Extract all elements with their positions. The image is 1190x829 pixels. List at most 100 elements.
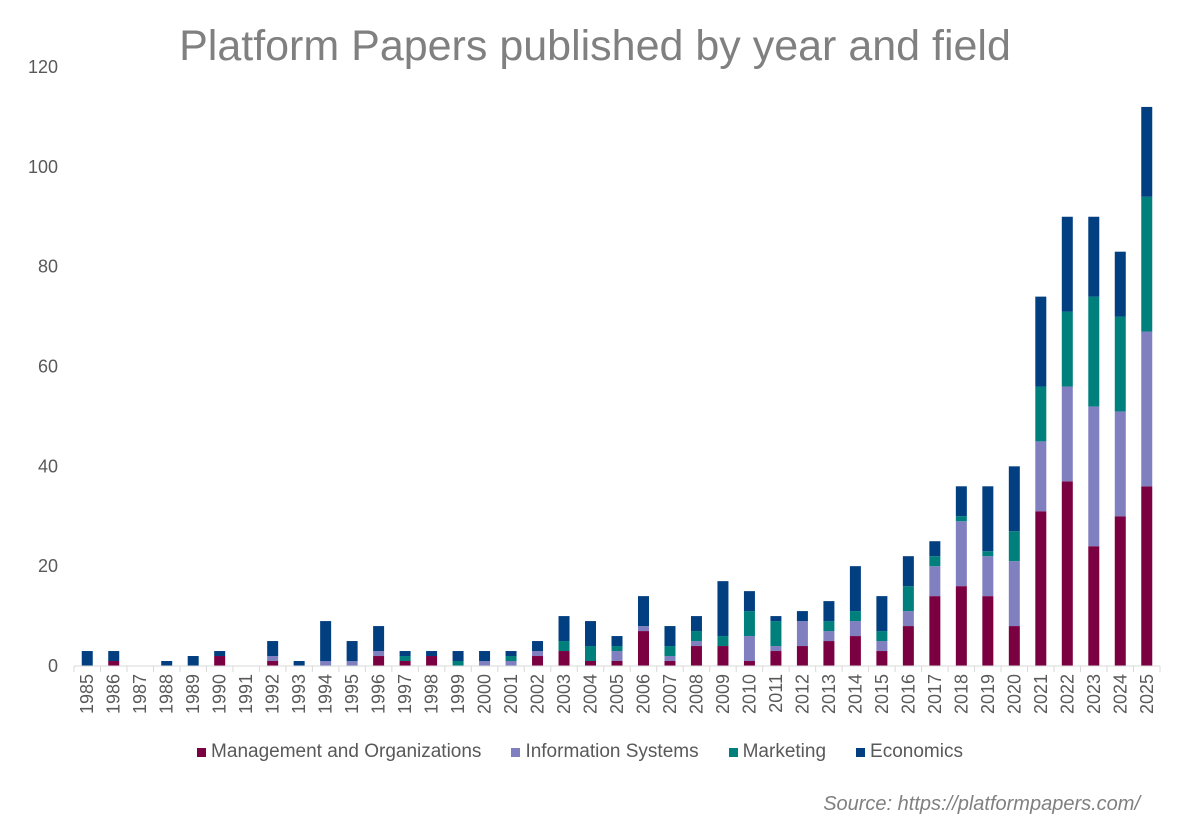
bar-segment-economics-1994 xyxy=(320,621,332,662)
legend-label: Management and Organizations xyxy=(211,741,482,762)
y-tick-label: 60 xyxy=(38,357,58,377)
legend: Management and Organizations Information … xyxy=(0,741,1190,763)
bar-segment-management-and-organizations-2015 xyxy=(876,651,888,666)
bar-segment-economics-2021 xyxy=(1035,296,1047,387)
bar-segment-marketing-2025 xyxy=(1141,196,1153,332)
x-tick-label: 2016 xyxy=(898,674,918,714)
legend-label: Information Systems xyxy=(525,741,699,762)
bar-segment-marketing-2001 xyxy=(505,656,517,662)
bar-segment-economics-2000 xyxy=(479,651,491,662)
bar-segment-marketing-2016 xyxy=(902,586,914,612)
bar-segment-information-systems-2007 xyxy=(664,656,676,662)
bar-segment-management-and-organizations-2008 xyxy=(690,646,702,666)
x-tick-label: 1998 xyxy=(422,674,442,714)
bar-segment-management-and-organizations-2005 xyxy=(611,661,623,666)
bar-segment-marketing-2004 xyxy=(585,646,597,662)
bar-segment-information-systems-1995 xyxy=(346,661,358,666)
legend-swatch xyxy=(197,747,207,757)
y-tick-label: 120 xyxy=(28,57,58,77)
x-tick-label: 2009 xyxy=(713,674,733,714)
bar-segment-economics-2015 xyxy=(876,596,888,632)
chart-title: Platform Papers published by year and fi… xyxy=(179,22,1011,70)
bar-segment-economics-2007 xyxy=(664,626,676,647)
x-tick-label: 2005 xyxy=(607,674,627,714)
x-tick-label: 1990 xyxy=(210,674,230,714)
bar-segment-marketing-2009 xyxy=(717,636,729,647)
x-tick-label: 2024 xyxy=(1110,674,1130,714)
bar-segment-marketing-2011 xyxy=(770,621,782,647)
bar-segment-economics-2013 xyxy=(823,601,835,622)
bar-segment-economics-1999 xyxy=(452,651,464,662)
bar-segment-economics-1986 xyxy=(108,651,120,662)
bar-segment-management-and-organizations-2016 xyxy=(902,626,914,666)
bar-segment-information-systems-2016 xyxy=(902,611,914,627)
bar-segment-information-systems-1992 xyxy=(267,656,279,662)
bar-segment-economics-2019 xyxy=(982,486,994,552)
bar-segment-management-and-organizations-2017 xyxy=(929,596,941,666)
bar-segment-economics-2012 xyxy=(796,611,808,622)
bar-segment-economics-1990 xyxy=(214,651,226,657)
legend-swatch xyxy=(856,747,866,757)
bar-segment-management-and-organizations-2024 xyxy=(1114,516,1126,666)
bar-segment-economics-2018 xyxy=(955,486,967,517)
bar-segment-management-and-organizations-2004 xyxy=(585,661,597,666)
bar-segment-economics-1993 xyxy=(293,661,305,666)
bar-segment-economics-2016 xyxy=(902,556,914,587)
bar-segment-management-and-organizations-2012 xyxy=(796,646,808,666)
x-tick-label: 2013 xyxy=(819,674,839,714)
bar-segment-economics-2017 xyxy=(929,541,941,557)
bar-segment-marketing-2007 xyxy=(664,646,676,657)
x-tick-label: 1985 xyxy=(77,674,97,714)
x-tick-label: 2012 xyxy=(792,674,812,714)
bar-segment-information-systems-2021 xyxy=(1035,441,1047,512)
bar-segment-marketing-2005 xyxy=(611,646,623,652)
bar-segment-economics-2022 xyxy=(1061,216,1073,312)
bar-segment-information-systems-1994 xyxy=(320,661,332,666)
x-tick-label: 1996 xyxy=(369,674,389,714)
x-tick-label: 2018 xyxy=(951,674,971,714)
bar-segment-marketing-2015 xyxy=(876,631,888,642)
bar-segment-management-and-organizations-1986 xyxy=(108,661,120,666)
x-tick-label: 1993 xyxy=(289,674,309,714)
bar-segment-information-systems-2008 xyxy=(690,641,702,647)
bar-segment-management-and-organizations-2023 xyxy=(1088,546,1100,666)
x-tick-label: 2011 xyxy=(766,674,786,713)
bar-segment-information-systems-2019 xyxy=(982,556,994,597)
bar-segment-information-systems-2006 xyxy=(637,626,649,632)
x-tick-label: 1994 xyxy=(316,674,336,714)
bar-segment-marketing-2017 xyxy=(929,556,941,567)
bar-segment-management-and-organizations-2013 xyxy=(823,641,835,666)
bar-segment-information-systems-2023 xyxy=(1088,406,1100,547)
bar-segment-information-systems-1996 xyxy=(373,651,385,657)
bar-segment-marketing-1999 xyxy=(452,661,464,666)
x-tick-label: 2017 xyxy=(925,674,945,714)
bar-segment-information-systems-2017 xyxy=(929,566,941,597)
bar-segment-management-and-organizations-2006 xyxy=(637,631,649,666)
bar-segment-management-and-organizations-2003 xyxy=(558,651,570,666)
bar-segment-management-and-organizations-2022 xyxy=(1061,481,1073,666)
bar-segment-marketing-2019 xyxy=(982,551,994,557)
x-tick-label: 2023 xyxy=(1084,674,1104,714)
bar-segment-marketing-2021 xyxy=(1035,386,1047,442)
y-tick-label: 0 xyxy=(48,656,58,676)
legend-entry-economics: Economics xyxy=(856,741,963,763)
bar-segment-economics-2003 xyxy=(558,616,570,642)
bar-segment-information-systems-2025 xyxy=(1141,331,1153,487)
bar-segment-economics-2004 xyxy=(585,621,597,647)
bar-segment-economics-2024 xyxy=(1114,251,1126,317)
bar-segment-management-and-organizations-1997 xyxy=(399,661,411,666)
bar-segment-management-and-organizations-2007 xyxy=(664,661,676,666)
x-tick-label: 1992 xyxy=(263,674,283,714)
bar-segment-management-and-organizations-2020 xyxy=(1008,626,1020,666)
bar-segment-management-and-organizations-1990 xyxy=(214,656,226,666)
x-tick-label: 2007 xyxy=(660,674,680,714)
bar-segment-economics-2014 xyxy=(849,566,861,612)
bar-segment-management-and-organizations-1998 xyxy=(426,656,438,666)
bar-segment-marketing-2013 xyxy=(823,621,835,632)
bar-segment-economics-1988 xyxy=(161,661,173,666)
x-tick-label: 2014 xyxy=(845,674,865,714)
x-tick-label: 2021 xyxy=(1031,674,1051,714)
legend-swatch xyxy=(728,747,738,757)
x-tick-label: 1988 xyxy=(157,674,177,714)
bar-segment-information-systems-2011 xyxy=(770,646,782,652)
